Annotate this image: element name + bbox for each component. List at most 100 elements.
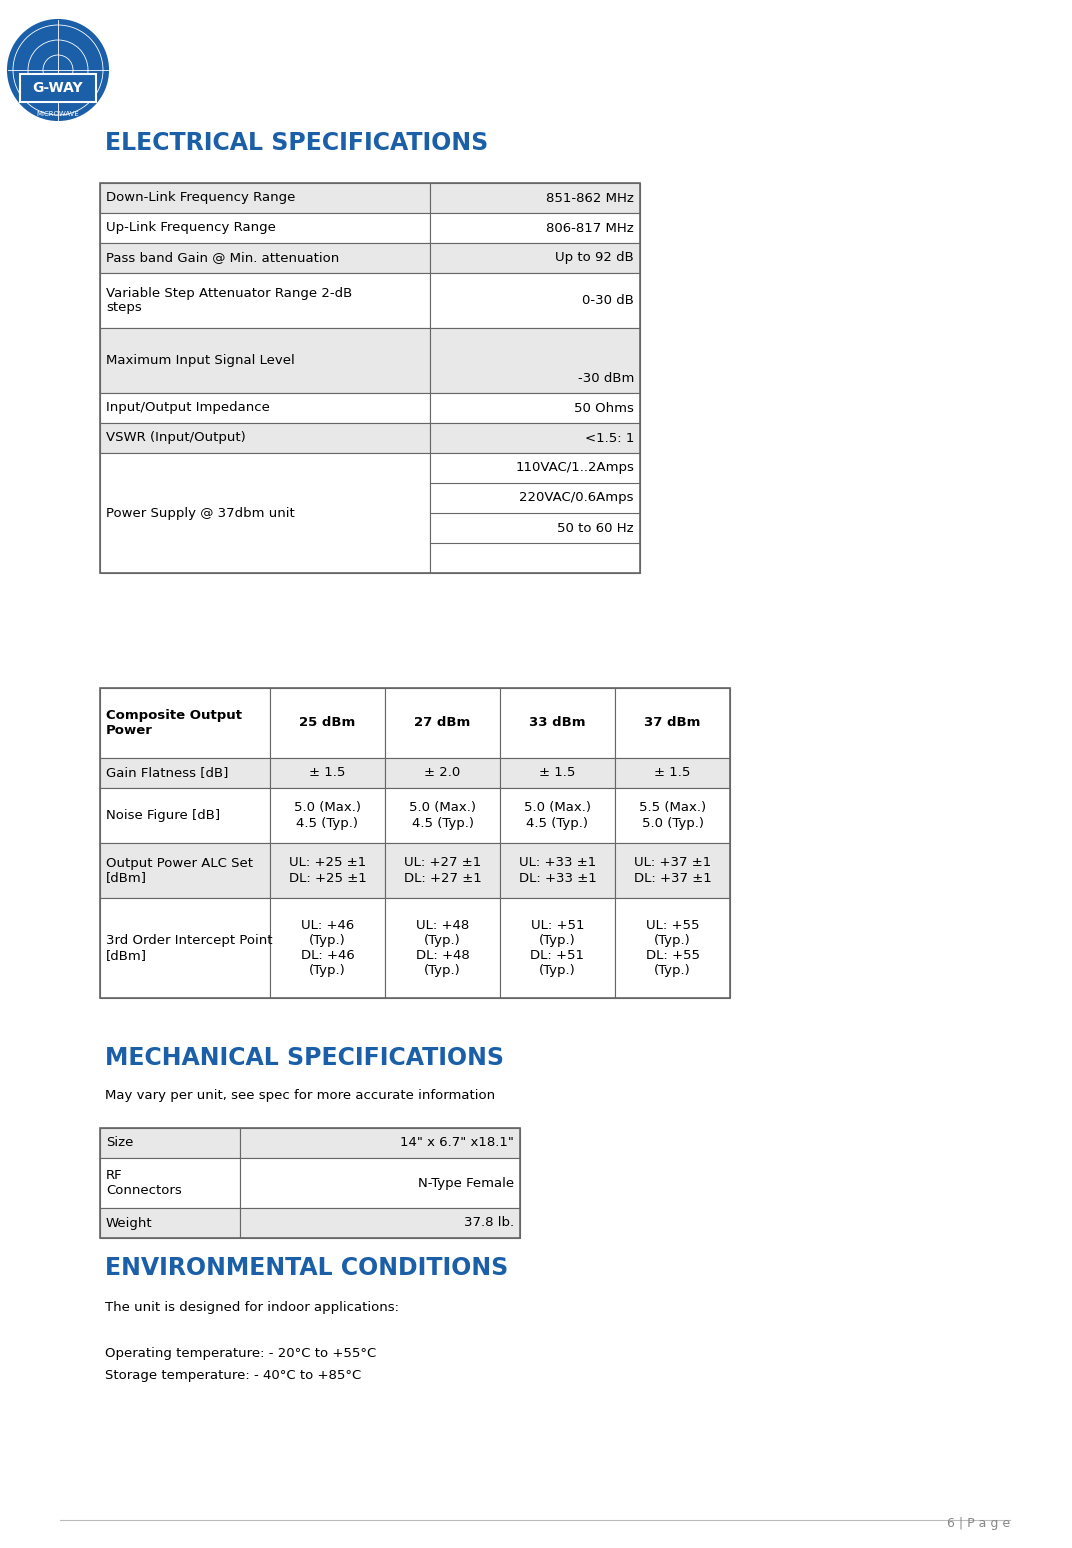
Bar: [430, 272, 640, 328]
Text: ± 1.5: ± 1.5: [654, 766, 690, 780]
Text: 5.5 (Max.)
5.0 (Typ.): 5.5 (Max.) 5.0 (Typ.): [639, 802, 706, 830]
Bar: [240, 1207, 520, 1238]
Bar: [20, 74, 96, 102]
Text: 5.0 (Max.)
4.5 (Typ.): 5.0 (Max.) 4.5 (Typ.): [524, 802, 591, 830]
Bar: [615, 759, 730, 788]
Text: Up to 92 dB: Up to 92 dB: [555, 251, 634, 265]
Text: 5.0 (Max.)
4.5 (Typ.): 5.0 (Max.) 4.5 (Typ.): [410, 802, 476, 830]
Bar: [100, 328, 430, 393]
Text: 33 dBm: 33 dBm: [530, 717, 585, 729]
Text: RF
Connectors: RF Connectors: [106, 1169, 182, 1197]
Text: ± 2.0: ± 2.0: [425, 766, 461, 780]
Text: The unit is designed for indoor applications:: The unit is designed for indoor applicat…: [105, 1302, 399, 1314]
Bar: [430, 454, 640, 573]
Bar: [615, 898, 730, 998]
Text: N-Type Female: N-Type Female: [418, 1176, 513, 1189]
Text: UL: +37 ±1
DL: +37 ±1: UL: +37 ±1 DL: +37 ±1: [634, 856, 712, 884]
Text: 37.8 lb.: 37.8 lb.: [464, 1217, 513, 1229]
Text: G-WAY: G-WAY: [32, 80, 84, 94]
Bar: [100, 243, 430, 272]
Bar: [100, 423, 430, 454]
Text: UL: +51
(Typ.)
DL: +51
(Typ.): UL: +51 (Typ.) DL: +51 (Typ.): [531, 920, 584, 977]
Bar: [100, 1207, 240, 1238]
Bar: [615, 687, 730, 759]
Bar: [100, 1158, 240, 1207]
Text: Operating temperature: - 20°C to +55°C: Operating temperature: - 20°C to +55°C: [105, 1347, 376, 1359]
Text: Maximum Input Signal Level: Maximum Input Signal Level: [106, 354, 295, 367]
Bar: [100, 393, 430, 423]
Text: Input/Output Impedance: Input/Output Impedance: [106, 401, 270, 415]
Bar: [500, 788, 615, 844]
Text: ELECTRICAL SPECIFICATIONS: ELECTRICAL SPECIFICATIONS: [105, 132, 488, 155]
Bar: [100, 183, 430, 214]
Bar: [270, 898, 385, 998]
Bar: [100, 272, 430, 328]
Text: UL: +48
(Typ.)
DL: +48
(Typ.): UL: +48 (Typ.) DL: +48 (Typ.): [416, 920, 470, 977]
Text: Output Power ALC Set
[dBm]: Output Power ALC Set [dBm]: [106, 856, 253, 884]
Text: -30 dBm: -30 dBm: [578, 372, 634, 385]
Text: UL: +25 ±1
DL: +25 ±1: UL: +25 ±1 DL: +25 ±1: [288, 856, 367, 884]
Text: 110VAC/1..2Amps: 110VAC/1..2Amps: [516, 461, 634, 475]
Bar: [385, 844, 500, 898]
Bar: [100, 898, 270, 998]
Text: 5.0 (Max.)
4.5 (Typ.): 5.0 (Max.) 4.5 (Typ.): [294, 802, 361, 830]
Text: Gain Flatness [dB]: Gain Flatness [dB]: [106, 766, 228, 780]
Text: 3rd Order Intercept Point
[dBm]: 3rd Order Intercept Point [dBm]: [106, 933, 272, 961]
Text: <1.5: 1: <1.5: 1: [584, 432, 634, 444]
Bar: [100, 214, 430, 243]
Circle shape: [8, 20, 108, 121]
Bar: [100, 788, 270, 844]
Text: Up-Link Frequency Range: Up-Link Frequency Range: [106, 221, 276, 234]
Text: UL: +46
(Typ.)
DL: +46
(Typ.): UL: +46 (Typ.) DL: +46 (Typ.): [300, 920, 355, 977]
Text: UL: +27 ±1
DL: +27 ±1: UL: +27 ±1 DL: +27 ±1: [404, 856, 481, 884]
Bar: [385, 759, 500, 788]
Text: Power Supply @ 37dbm unit: Power Supply @ 37dbm unit: [106, 506, 295, 520]
Text: Pass band Gain @ Min. attenuation: Pass band Gain @ Min. attenuation: [106, 251, 339, 265]
Text: Storage temperature: - 40°C to +85°C: Storage temperature: - 40°C to +85°C: [105, 1370, 361, 1382]
Text: MECHANICAL SPECIFICATIONS: MECHANICAL SPECIFICATIONS: [105, 1046, 504, 1070]
Text: 27 dBm: 27 dBm: [415, 717, 471, 729]
Text: Noise Figure [dB]: Noise Figure [dB]: [106, 810, 220, 822]
Bar: [615, 844, 730, 898]
Text: ENVIRONMENTAL CONDITIONS: ENVIRONMENTAL CONDITIONS: [105, 1255, 508, 1280]
Bar: [270, 759, 385, 788]
Bar: [100, 1128, 520, 1238]
Text: 14" x 6.7" x18.1": 14" x 6.7" x18.1": [400, 1136, 513, 1150]
Bar: [615, 788, 730, 844]
Text: Composite Output
Power: Composite Output Power: [106, 709, 242, 737]
Text: 6 | P a g e: 6 | P a g e: [947, 1517, 1010, 1529]
Text: MICROWAVE: MICROWAVE: [36, 111, 79, 118]
Text: May vary per unit, see spec for more accurate information: May vary per unit, see spec for more acc…: [105, 1090, 495, 1102]
Bar: [100, 454, 430, 573]
Bar: [500, 759, 615, 788]
Bar: [430, 214, 640, 243]
Text: Size: Size: [106, 1136, 133, 1150]
Text: 0-30 dB: 0-30 dB: [582, 294, 634, 307]
Bar: [385, 687, 500, 759]
Text: 25 dBm: 25 dBm: [299, 717, 356, 729]
Text: 220VAC/0.6Amps: 220VAC/0.6Amps: [520, 492, 634, 505]
Text: 37 dBm: 37 dBm: [644, 717, 701, 729]
Bar: [500, 898, 615, 998]
Bar: [100, 687, 270, 759]
Bar: [270, 844, 385, 898]
Bar: [385, 788, 500, 844]
Bar: [270, 788, 385, 844]
Text: UL: +55
(Typ.)
DL: +55
(Typ.): UL: +55 (Typ.) DL: +55 (Typ.): [645, 920, 700, 977]
Text: ± 1.5: ± 1.5: [539, 766, 576, 780]
Text: 851-862 MHz: 851-862 MHz: [546, 192, 634, 204]
Bar: [430, 393, 640, 423]
Bar: [385, 898, 500, 998]
Bar: [430, 423, 640, 454]
Bar: [100, 1128, 240, 1158]
Bar: [240, 1158, 520, 1207]
Text: 806-817 MHz: 806-817 MHz: [547, 221, 634, 234]
Bar: [270, 687, 385, 759]
Text: Weight: Weight: [106, 1217, 152, 1229]
Bar: [100, 759, 270, 788]
Text: 50 to 60 Hz: 50 to 60 Hz: [557, 522, 634, 534]
Text: 50 Ohms: 50 Ohms: [575, 401, 634, 415]
Bar: [430, 183, 640, 214]
Text: Down-Link Frequency Range: Down-Link Frequency Range: [106, 192, 296, 204]
Bar: [100, 183, 640, 573]
